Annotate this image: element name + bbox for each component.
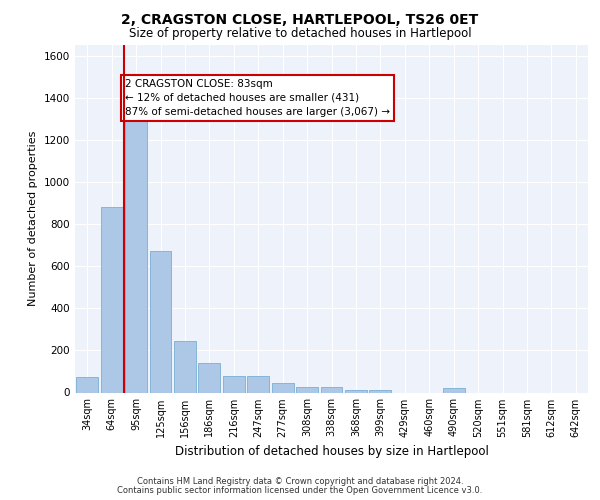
Bar [125, 116, 147, 392]
Text: Contains public sector information licensed under the Open Government Licence v3: Contains public sector information licen… [118, 486, 482, 495]
Text: Size of property relative to detached houses in Hartlepool: Size of property relative to detached ho… [128, 28, 472, 40]
Bar [223, 376, 245, 392]
Bar [370, 390, 391, 392]
Bar [345, 390, 367, 392]
Bar [174, 341, 196, 392]
Bar [272, 383, 293, 392]
X-axis label: Distribution of detached houses by size in Hartlepool: Distribution of detached houses by size … [175, 445, 488, 458]
Bar [247, 376, 269, 392]
Bar [101, 207, 122, 392]
Y-axis label: Number of detached properties: Number of detached properties [28, 131, 38, 306]
Text: 2, CRAGSTON CLOSE, HARTLEPOOL, TS26 0ET: 2, CRAGSTON CLOSE, HARTLEPOOL, TS26 0ET [121, 12, 479, 26]
Bar [149, 252, 172, 392]
Bar [76, 376, 98, 392]
Text: Contains HM Land Registry data © Crown copyright and database right 2024.: Contains HM Land Registry data © Crown c… [137, 477, 463, 486]
Bar [320, 387, 343, 392]
Bar [199, 363, 220, 392]
Bar [296, 387, 318, 392]
Text: 2 CRAGSTON CLOSE: 83sqm
← 12% of detached houses are smaller (431)
87% of semi-d: 2 CRAGSTON CLOSE: 83sqm ← 12% of detache… [125, 78, 390, 116]
Bar [443, 388, 464, 392]
